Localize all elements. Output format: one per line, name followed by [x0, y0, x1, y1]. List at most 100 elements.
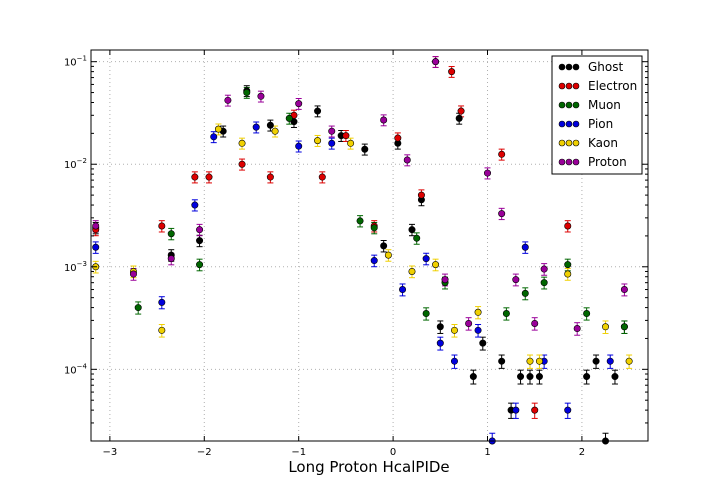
legend-marker-proton	[572, 158, 580, 166]
legend-marker-ghost	[572, 63, 580, 71]
proton-point	[328, 127, 336, 135]
muon-point	[134, 304, 142, 312]
legend-marker-muon	[565, 101, 573, 109]
x-tick-label: −3	[103, 447, 118, 458]
pion-point	[158, 298, 166, 306]
kaon-point	[214, 125, 222, 133]
muon-point	[413, 234, 421, 242]
legend-label-pion: Pion	[588, 117, 613, 131]
proton-point	[224, 96, 232, 104]
muon-point	[502, 310, 510, 318]
legend-marker-pion	[572, 120, 580, 128]
kaon-point	[526, 357, 534, 365]
muon-point	[243, 89, 251, 97]
legend-marker-pion	[565, 120, 573, 128]
kaon-point	[314, 137, 322, 145]
proton-point	[540, 265, 548, 273]
proton-point	[196, 226, 204, 234]
legend-marker-muon	[572, 101, 580, 109]
pion-point	[252, 123, 260, 131]
muon-point	[564, 261, 572, 269]
muon-point	[620, 323, 628, 331]
pion-point	[450, 357, 458, 365]
y-tick-label: 10−2	[64, 157, 87, 171]
kaon-point	[238, 139, 246, 147]
kaon-point	[450, 326, 458, 334]
legend-marker-ghost	[558, 63, 566, 71]
electron-point	[417, 191, 425, 199]
x-tick-label: 0	[390, 447, 396, 458]
muon-point	[583, 310, 591, 318]
pion-point	[210, 133, 218, 141]
ghost-point	[380, 242, 388, 250]
pion-point	[370, 257, 378, 265]
ghost-point	[526, 373, 534, 381]
pion-point	[512, 406, 520, 414]
kaon-point	[474, 308, 482, 316]
proton-point	[129, 270, 137, 278]
kaon-point	[564, 270, 572, 278]
kaon-point	[158, 326, 166, 334]
legend-marker-kaon	[558, 139, 566, 147]
ghost-point	[408, 226, 416, 234]
muon-point	[422, 310, 430, 318]
x-tick-label: 1	[484, 447, 490, 458]
ghost-point	[479, 339, 487, 347]
electron-point	[564, 222, 572, 230]
legend-label-muon: Muon	[588, 98, 621, 112]
legend-label-proton: Proton	[588, 155, 627, 169]
legend-frame	[551, 55, 643, 175]
pion-point	[521, 243, 529, 251]
data-points	[92, 58, 633, 445]
pion-point	[436, 339, 444, 347]
x-axis-label: Long Proton HcalPIDe	[288, 458, 449, 476]
y-tick-label: 10−3	[64, 260, 87, 274]
legend-marker-ghost	[565, 63, 573, 71]
proton-point	[257, 92, 265, 100]
proton-point	[484, 169, 492, 177]
ghost-point	[498, 357, 506, 365]
legend-items: Ghost Electron Muon Pion Kaon Proton	[558, 60, 637, 169]
muon-point	[285, 114, 293, 122]
proton-point	[573, 325, 581, 333]
electron-point	[394, 134, 402, 142]
legend-marker-kaon	[572, 139, 580, 147]
kaon-point	[432, 261, 440, 269]
legend-marker-electron	[565, 82, 573, 90]
electron-point	[448, 68, 456, 76]
muon-point	[196, 261, 204, 269]
pion-point	[606, 357, 614, 365]
electron-point	[205, 173, 213, 181]
electron-point	[342, 132, 350, 140]
ghost-point	[469, 373, 477, 381]
proton-point	[92, 222, 100, 230]
proton-point	[403, 156, 411, 164]
electron-point	[318, 173, 326, 181]
electron-point	[498, 150, 506, 158]
ghost-point	[361, 145, 369, 153]
ghost-point	[266, 121, 274, 129]
legend: Ghost Electron Muon Pion Kaon Proton	[551, 55, 643, 175]
legend-label-kaon: Kaon	[588, 136, 618, 150]
pion-point	[564, 406, 572, 414]
muon-point	[167, 230, 175, 238]
muon-point	[370, 224, 378, 232]
kaon-point	[408, 267, 416, 275]
legend-label-ghost: Ghost	[588, 60, 623, 74]
kaon-point	[271, 127, 279, 135]
kaon-point	[625, 357, 633, 365]
x-tick-label: −1	[291, 447, 306, 458]
electron-point	[266, 173, 274, 181]
proton-point	[432, 58, 440, 66]
ghost-point	[455, 114, 463, 122]
legend-marker-electron	[572, 82, 580, 90]
pion-point	[295, 142, 303, 150]
muon-point	[356, 217, 364, 225]
proton-point	[620, 286, 628, 294]
pion-point	[422, 255, 430, 263]
ghost-point	[436, 323, 444, 331]
legend-marker-pion	[558, 120, 566, 128]
electron-point	[531, 406, 539, 414]
ghost-point	[196, 237, 204, 245]
